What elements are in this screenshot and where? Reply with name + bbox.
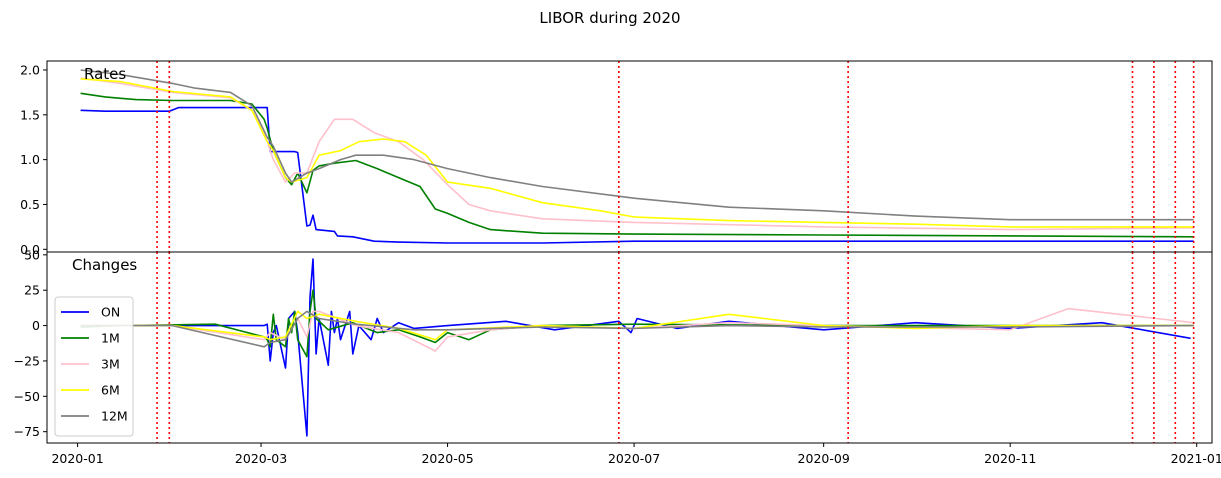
figure-title: LIBOR during 2020 bbox=[539, 9, 680, 27]
x-tick-label: 2020-11 bbox=[984, 451, 1036, 466]
y-tick-label: −50 bbox=[14, 389, 40, 404]
y-tick-label: 50 bbox=[24, 247, 40, 262]
x-tick-label: 2021-01 bbox=[1171, 451, 1221, 466]
legend-label-1m: 1M bbox=[101, 331, 120, 346]
x-tick-label: 2020-01 bbox=[51, 451, 103, 466]
legend-label-12m: 12M bbox=[101, 409, 128, 424]
series-line-1m bbox=[80, 289, 1194, 358]
legend-label-3m: 3M bbox=[101, 357, 120, 372]
y-tick-label: 25 bbox=[24, 283, 40, 298]
y-tick-label: 1.5 bbox=[20, 107, 40, 122]
series-line-3m bbox=[80, 307, 1194, 352]
legend-box bbox=[54, 296, 134, 437]
series-line-12m bbox=[80, 310, 1194, 348]
panel-title: Changes bbox=[72, 256, 137, 274]
rates-panel: 0.0 0.5 1.0 1.5 2.0 Rates bbox=[20, 60, 1213, 257]
x-tick-label: 2020-07 bbox=[608, 451, 660, 466]
legend: ON 1M 3M 6M 12M bbox=[54, 296, 134, 437]
x-tick-label: 2020-03 bbox=[235, 451, 287, 466]
series-line-12m bbox=[80, 69, 1194, 221]
y-tick-label: 1.0 bbox=[20, 152, 40, 167]
series-line-on bbox=[80, 106, 1194, 244]
series-line-3m bbox=[80, 77, 1194, 231]
y-tick-label: 0.0 bbox=[20, 242, 40, 257]
x-tick-label: 2020-09 bbox=[798, 451, 850, 466]
panel-title: Rates bbox=[84, 65, 126, 83]
x-axis: 2020-01 2020-03 2020-05 2020-07 2020-09 2020-… bbox=[51, 443, 1221, 466]
changes-panel: 50 25 0 −25 −50 −75 Changes bbox=[14, 247, 1213, 444]
y-tick-label: 2.0 bbox=[20, 62, 40, 77]
y-tick-label: 0 bbox=[32, 318, 40, 333]
legend-label-6m: 6M bbox=[101, 383, 120, 398]
panel-frame bbox=[46, 60, 1213, 253]
panel-frame bbox=[46, 251, 1213, 444]
series-line-1m bbox=[80, 92, 1194, 238]
series-line-6m bbox=[80, 78, 1194, 228]
y-tick-label: −25 bbox=[14, 353, 40, 368]
x-tick-label: 2020-05 bbox=[421, 451, 473, 466]
legend-label-on: ON bbox=[101, 305, 120, 320]
y-tick-label: 0.5 bbox=[20, 197, 40, 212]
y-tick-label: −75 bbox=[14, 424, 40, 439]
series-line-on bbox=[80, 258, 1191, 437]
